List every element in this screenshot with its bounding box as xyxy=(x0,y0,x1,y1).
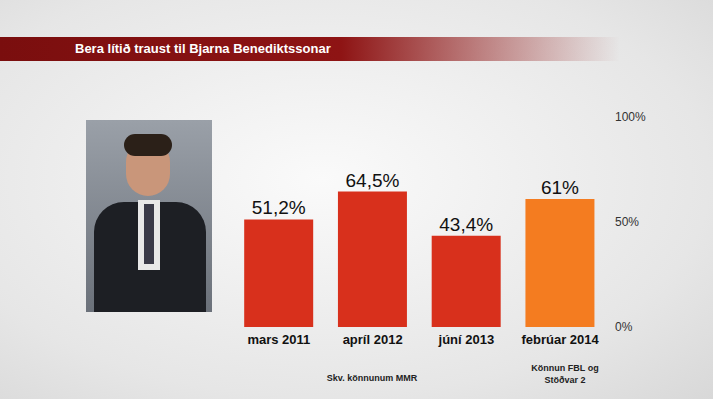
html-text:Bera lítið traust til Bjarna B: Bera lítið traust til Bjarna Benediktsso… xyxy=(75,41,331,56)
svg-text:64,5%: 64,5% xyxy=(346,170,400,191)
svg-text:júní 2013: júní 2013 xyxy=(438,332,495,347)
svg-text:febrúar 2014: febrúar 2014 xyxy=(521,332,599,347)
svg-text:50%: 50% xyxy=(615,215,639,229)
svg-text:100%: 100% xyxy=(615,110,646,124)
svg-text:mars 2011: mars 2011 xyxy=(247,332,310,347)
svg-text:61%: 61% xyxy=(541,177,579,198)
html-text:Könnun FBL og Stöðvar 2: Könnun FBL og Stöðvar 2 xyxy=(531,363,599,385)
svg-text:0%: 0% xyxy=(615,320,633,334)
svg-text:51,2%: 51,2% xyxy=(252,197,306,218)
svg-text:apríl 2012: apríl 2012 xyxy=(343,332,403,347)
html-text:Skv. könnunum MMR: Skv. könnunum MMR xyxy=(326,373,418,383)
svg-text:43,4%: 43,4% xyxy=(439,214,493,235)
